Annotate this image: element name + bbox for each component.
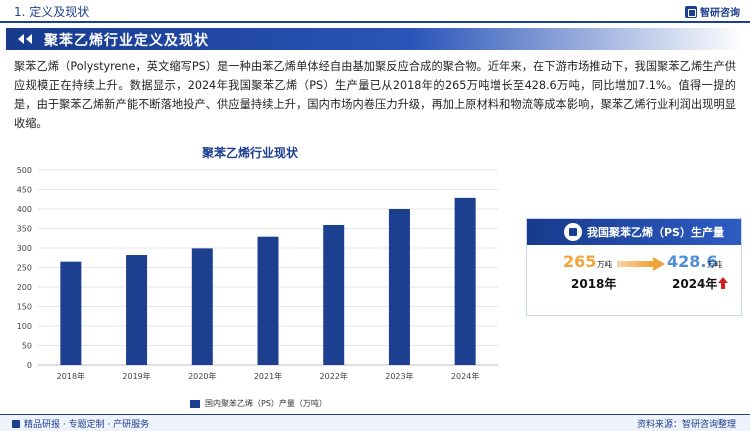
- x-tick-label: 2020年: [188, 371, 216, 381]
- legend-swatch: [190, 399, 200, 408]
- bar: [454, 197, 476, 365]
- description-paragraph: 聚苯乙烯（Polystyrene，英文缩写PS）是一种由苯乙烯单体经自由基加聚反…: [14, 60, 736, 130]
- bar: [126, 255, 148, 365]
- bar: [257, 236, 279, 365]
- y-tick-label: 500: [17, 166, 32, 175]
- document-icon: [12, 419, 20, 428]
- y-tick-label: 450: [17, 186, 32, 195]
- panel-header: 我国聚苯乙烯（PS）生产量: [527, 219, 741, 245]
- y-tick-label: 250: [17, 264, 32, 273]
- footer-services: 精品研报 · 专题定制 · 产研服务: [12, 417, 149, 430]
- y-tick-label: 400: [17, 205, 32, 214]
- brand-logo: 智研咨询: [685, 4, 740, 19]
- brand-name: 智研咨询: [700, 8, 740, 19]
- y-tick-label: 50: [22, 342, 32, 351]
- x-tick-label: 2023年: [385, 371, 413, 381]
- x-tick-label: 2022年: [320, 371, 348, 381]
- brand-icon: [685, 5, 697, 18]
- legend-label: 国内聚苯乙烯（PS）产量（万吨）: [205, 399, 327, 408]
- bar: [323, 224, 345, 365]
- footer-source: 资料来源：智研咨询整理: [636, 420, 736, 430]
- chart-legend: 国内聚苯乙烯（PS）产量（万吨）: [190, 398, 327, 409]
- factory-icon: [564, 223, 582, 241]
- top-bar: 1. 定义及现状 智研咨询: [0, 0, 750, 23]
- y-tick-label: 150: [17, 303, 32, 312]
- bar: [191, 248, 213, 365]
- bar: [60, 261, 82, 365]
- top-divider: [0, 21, 750, 23]
- start-unit: 万吨: [597, 260, 612, 269]
- end-value: 428.6: [667, 252, 718, 271]
- end-unit: 万吨: [707, 260, 722, 269]
- chart-title: 聚苯乙烯行业现状: [201, 146, 298, 160]
- section-title: 1. 定义及现状: [14, 5, 90, 19]
- x-tick-label: 2021年: [254, 371, 282, 381]
- up-arrow-icon: [718, 277, 728, 289]
- panel-title: 我国聚苯乙烯（PS）生产量: [587, 226, 724, 239]
- end-year: 2024年: [672, 277, 718, 291]
- production-panel: 我国聚苯乙烯（PS）生产量 265 万吨 428.6 万吨 2018年 2024…: [526, 218, 742, 316]
- double-chevron-icon: [18, 34, 32, 44]
- hero-title: 聚苯乙烯行业定义及现状: [44, 33, 209, 49]
- x-tick-label: 2024年: [451, 371, 479, 381]
- start-value: 265: [563, 252, 597, 271]
- y-tick-label: 200: [17, 283, 32, 292]
- x-tick-label: 2019年: [122, 371, 150, 381]
- x-tick-label: 2018年: [57, 371, 85, 381]
- footer-bar: 精品研报 · 专题定制 · 产研服务 资料来源：智研咨询整理: [0, 414, 750, 431]
- hero-banner: 聚苯乙烯行业定义及现状: [6, 28, 744, 50]
- footer-services-text: 精品研报 · 专题定制 · 产研服务: [24, 420, 150, 430]
- start-year: 2018年: [571, 277, 617, 291]
- bar: [388, 209, 410, 365]
- y-tick-label: 350: [17, 225, 32, 234]
- y-tick-label: 300: [17, 244, 32, 253]
- growth-arrow-icon: [617, 257, 665, 271]
- bar-chart: 0 50 100 150 200 250 300 350 400 450 500 2018年 2019年…: [17, 166, 498, 381]
- y-tick-label: 0: [27, 361, 32, 370]
- y-tick-label: 100: [17, 322, 32, 331]
